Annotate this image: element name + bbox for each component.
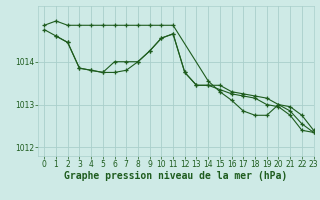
X-axis label: Graphe pression niveau de la mer (hPa): Graphe pression niveau de la mer (hPa) bbox=[64, 171, 288, 181]
